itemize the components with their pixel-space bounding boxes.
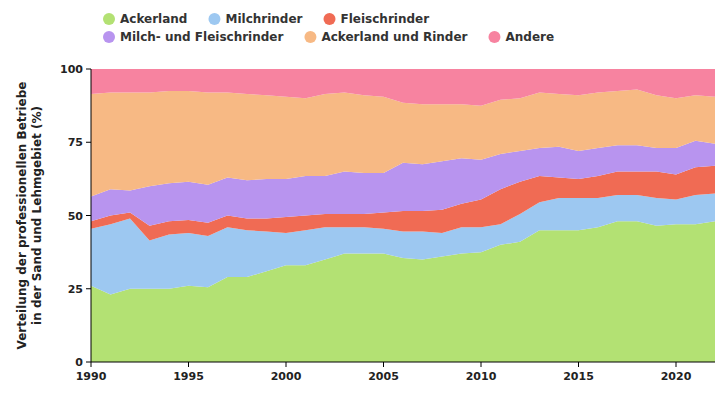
- legend-item: Milch- und Fleischrinder: [103, 30, 284, 44]
- area: [91, 69, 715, 106]
- legend-label: Fleischrinder: [341, 12, 430, 26]
- legend-swatch: [324, 13, 336, 25]
- legend-swatch: [488, 31, 500, 43]
- x-tick: [676, 362, 677, 367]
- x-tick: [91, 362, 92, 367]
- y-tick: [86, 142, 91, 143]
- x-tick: [383, 362, 384, 367]
- y-tick-label: 0: [75, 356, 83, 369]
- x-tick-label: 2020: [661, 370, 692, 383]
- x-tick-label: 1995: [173, 370, 204, 383]
- x-tick: [578, 362, 579, 367]
- legend-item: Ackerland und Rinder: [304, 30, 467, 44]
- legend-label: Ackerland: [120, 12, 187, 26]
- y-tick-label: 25: [68, 283, 83, 296]
- legend-item: Andere: [488, 30, 554, 44]
- areas: [91, 69, 715, 362]
- legend-label: Ackerland und Rinder: [321, 30, 467, 44]
- y-axis-label: Verteilung der professionellen Betriebe: [15, 82, 29, 350]
- area: [91, 90, 715, 197]
- y-tick: [86, 362, 91, 363]
- chart: 0 25 50 75 100 1990 1995 2000 2005 2010 2015 2020 Ve…: [0, 0, 725, 400]
- y-tick-label: 50: [68, 210, 84, 223]
- x-tick: [481, 362, 482, 367]
- x-tick-label: 2010: [466, 370, 497, 383]
- x-tick-label: 2015: [563, 370, 594, 383]
- x-tick-label: 2000: [271, 370, 302, 383]
- y-tick: [86, 215, 91, 216]
- y-axis-label: in der Sand und Lehmgebiet (%): [30, 106, 44, 325]
- axes: 0 25 50 75 100 1990 1995 2000 2005 2010 2015 2020: [60, 63, 715, 383]
- legend-swatch: [103, 13, 115, 25]
- legend: Ackerland Milchrinder Fleischrinder Milch- …: [103, 12, 554, 44]
- legend-item: Ackerland: [103, 12, 187, 26]
- y-tick: [86, 69, 91, 70]
- legend-swatch: [103, 31, 115, 43]
- y-tick-label: 75: [68, 136, 83, 149]
- x-tick-label: 2005: [368, 370, 399, 383]
- legend-item: Milchrinder: [208, 12, 302, 26]
- x-tick: [286, 362, 287, 367]
- y-tick-label: 100: [60, 63, 83, 76]
- x-tick: [188, 362, 189, 367]
- legend-swatch: [304, 31, 316, 43]
- legend-label: Andere: [505, 30, 554, 44]
- x-axis-line: [91, 362, 715, 363]
- legend-label: Milch- und Fleischrinder: [120, 30, 284, 44]
- legend-label: Milchrinder: [225, 12, 302, 26]
- legend-swatch: [208, 13, 220, 25]
- x-tick-label: 1990: [76, 370, 107, 383]
- y-tick: [86, 288, 91, 289]
- legend-item: Fleischrinder: [324, 12, 430, 26]
